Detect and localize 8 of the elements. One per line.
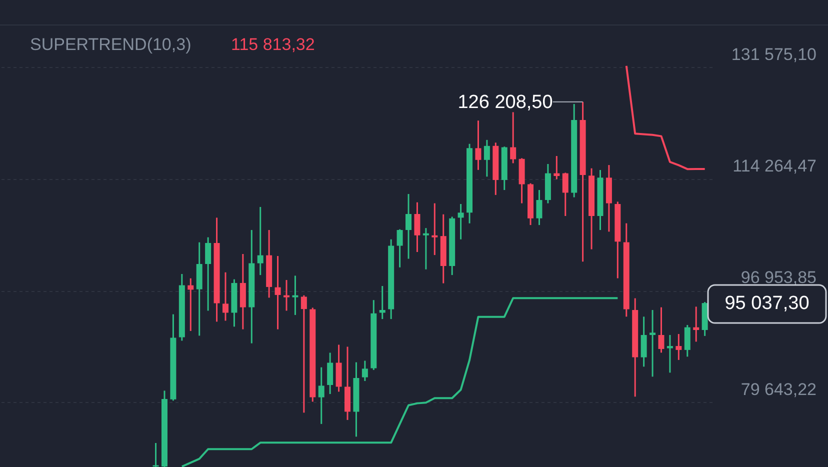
y-tick-label: 96 953,85 [740,268,816,288]
y-tick-label: 114 264,47 [732,156,816,176]
y-tick-label: 79 643,22 [740,380,816,399]
annotation: 115 813,32 [231,35,315,54]
text: 95 037,30 [724,293,810,314]
text: SUPERTREND(10,3) [30,35,192,54]
annotation: 126 208,50 [458,92,553,113]
y-tick-label: 131 575,10 [731,44,816,64]
